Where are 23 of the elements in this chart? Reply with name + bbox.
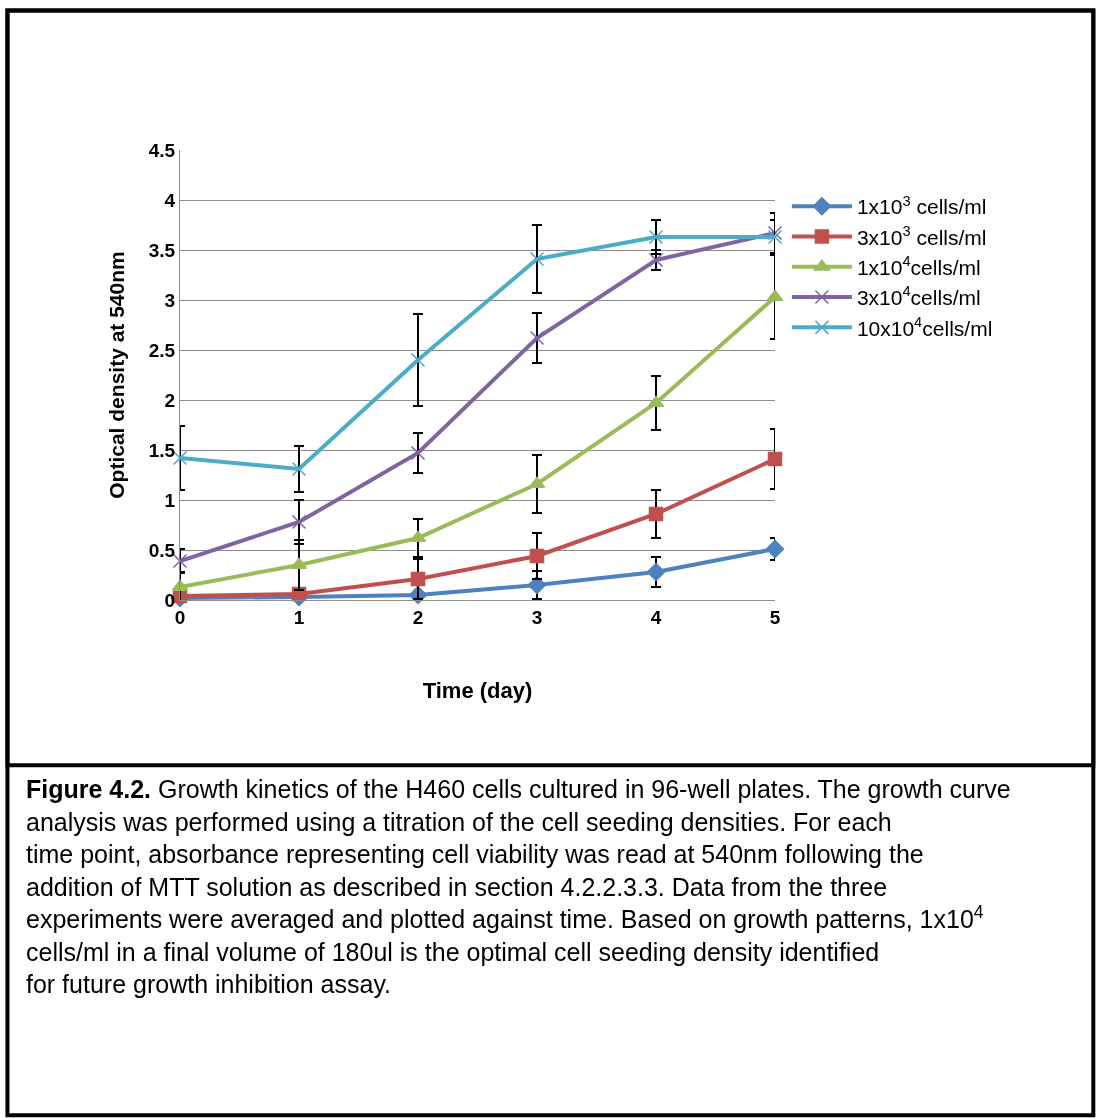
y-axis-title: Optical density at 540nm	[104, 251, 128, 499]
y-tick-label: 2	[164, 389, 176, 411]
y-tick-label: 0	[164, 589, 176, 611]
caption: Figure 4.2.	[26, 775, 152, 803]
y-tick-label: 1	[164, 489, 176, 511]
y-tick-label: 2.5	[148, 339, 176, 361]
x-axis-title: Time (day)	[422, 677, 533, 703]
legend-label: 10x10$^{4}$cells/ml	[856, 313, 993, 340]
y-tick-label: 1.5	[148, 439, 176, 461]
legend-label: 3x10$^{3}$ cells/ml	[856, 222, 987, 249]
legend-label: 3x10$^{4}$cells/ml	[856, 283, 981, 310]
y-tick-label: 4	[164, 189, 176, 211]
x-tick-label: 5	[769, 606, 781, 628]
x-tick-label: 1	[293, 606, 305, 628]
x-tick-label: 3	[531, 606, 543, 628]
legend-label: 1x10$^{4}$cells/ml	[856, 253, 981, 279]
y-tick-label: 3.5	[148, 239, 176, 261]
legend-label: 1x10$^{3}$ cells/ml	[856, 192, 987, 219]
x-tick-label: 4	[650, 606, 662, 628]
x-tick-label: 2	[412, 606, 424, 628]
y-tick-label: 0.5	[148, 539, 176, 561]
y-tick-label: 4.5	[148, 139, 176, 161]
y-tick-label: 3	[164, 289, 176, 311]
